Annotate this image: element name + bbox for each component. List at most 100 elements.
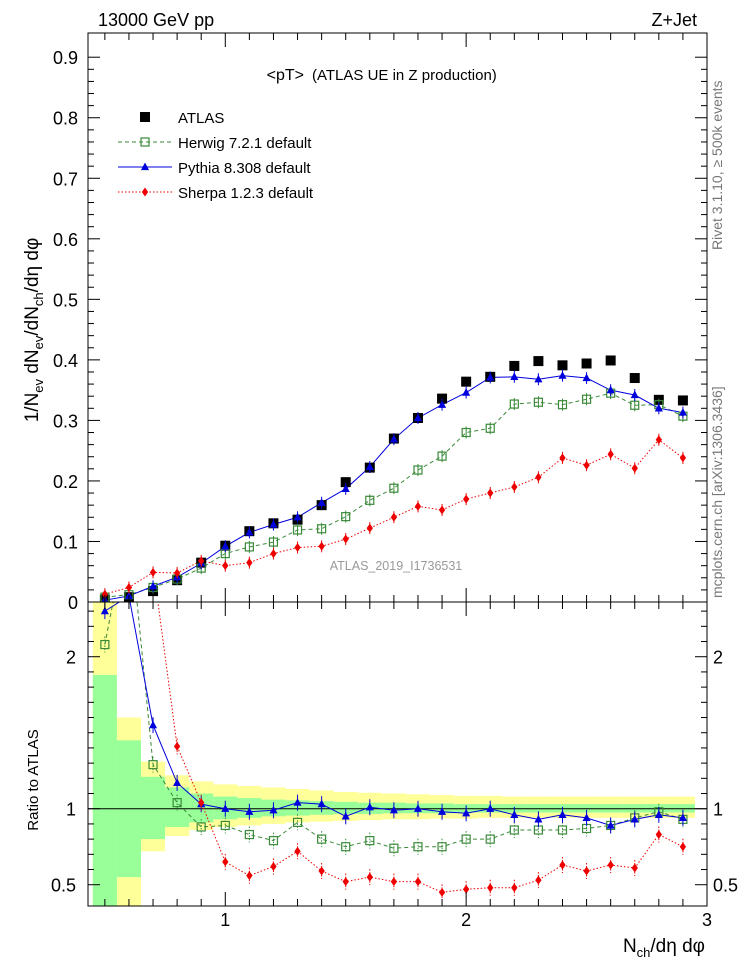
data-point	[485, 423, 495, 433]
data-point	[533, 397, 544, 407]
data-point	[581, 358, 592, 369]
data-point	[366, 523, 373, 533]
data-point	[557, 360, 568, 371]
ratio-point	[318, 866, 325, 876]
ratio-point	[245, 807, 254, 815]
ratio-xlabel: Nch/dη dφ	[623, 936, 705, 960]
y-tick-label: 0.4	[53, 351, 78, 371]
y-tick-label: 0	[68, 593, 78, 613]
ratio-point	[366, 872, 373, 882]
legend-label: Pythia 8.308 default	[178, 160, 311, 177]
ratio-point	[293, 798, 302, 806]
ratio-point	[196, 822, 206, 832]
ratio-point	[317, 799, 326, 808]
ratio-point	[389, 843, 399, 853]
legend-label: Sherpa 1.2.3 default	[178, 185, 314, 202]
ratio-point	[557, 825, 568, 835]
data-point	[462, 388, 471, 396]
ratio-x-tick-label: 2	[461, 910, 471, 930]
data-point	[607, 449, 614, 459]
ratio-point	[583, 866, 590, 876]
data-point	[437, 393, 448, 404]
data-point	[462, 494, 470, 504]
ratio-point	[100, 606, 109, 615]
data-point	[606, 385, 615, 394]
legend: ATLAS Herwig 7.2.1 default Pythia 8.308 de…	[118, 110, 314, 202]
data-point	[510, 372, 519, 380]
y-tick-label: 0.8	[53, 109, 78, 129]
data-point	[605, 355, 616, 366]
data-point	[438, 400, 447, 408]
ratio-point	[462, 884, 470, 894]
ratio-y-tick-label: 0.5	[51, 876, 76, 896]
data-point	[655, 435, 662, 445]
ratio-point	[631, 863, 638, 873]
legend-marker	[141, 187, 149, 197]
ratio-frame	[87, 601, 708, 907]
data-point	[317, 524, 327, 534]
data-point	[244, 542, 254, 552]
data-point	[461, 427, 471, 438]
data-point	[557, 400, 568, 410]
uncertainty-band-inner	[140, 776, 166, 840]
data-point	[341, 512, 351, 522]
y-tick-label: 0.3	[53, 411, 78, 431]
data-point	[173, 568, 181, 578]
ratio-point	[437, 842, 447, 852]
main-subtitle: (ATLAS UE in Z production)	[312, 67, 497, 84]
y-tick-label: 0.9	[53, 48, 78, 68]
ratio-point	[461, 834, 471, 844]
data-point	[269, 520, 278, 528]
data-point	[292, 525, 303, 535]
ratio-point	[438, 887, 446, 897]
main-title: <pT>	[267, 67, 304, 84]
data-point	[678, 408, 687, 416]
ratio-point	[102, 470, 108, 479]
uncertainty-band-inner	[333, 801, 358, 815]
ratio-point	[510, 810, 519, 818]
main-ylabel: 1/Nev dNev/dNch/dη dφ	[22, 238, 46, 423]
legend-label: ATLAS	[178, 110, 224, 127]
ratio-point	[125, 516, 133, 524]
legend-marker	[140, 162, 150, 171]
ratio-point	[365, 836, 375, 846]
ratio-point	[413, 804, 423, 812]
legend-marker	[140, 112, 150, 122]
data-point	[365, 462, 374, 471]
ratio-y-tick-label-right: 2	[713, 648, 723, 668]
data-point	[509, 399, 519, 409]
header-left: 13000 GeV pp	[98, 10, 214, 30]
data-point	[582, 373, 591, 382]
uncertainty-band-inner	[92, 674, 117, 906]
ratio-point	[100, 639, 110, 650]
data-point	[487, 488, 494, 498]
ratio-point	[148, 760, 158, 770]
ratio-point	[294, 846, 301, 856]
ratio-y-tick-label-right: 1	[713, 800, 723, 820]
ratio-point	[486, 804, 495, 812]
ratio-point	[462, 808, 471, 817]
ratio-y-tick-label: 1	[66, 800, 76, 820]
data-point	[198, 556, 205, 566]
data-point	[318, 541, 325, 551]
mcplots-label: mcplots.cern.ch [arXiv:1306.3436]	[709, 386, 725, 598]
y-tick-label: 0.6	[53, 230, 78, 250]
ratio-point	[413, 842, 423, 852]
ratio-point	[485, 834, 495, 844]
ratio-ylabel: Ratio to ATLAS	[25, 729, 42, 830]
rivet-label: Rivet 3.1.10, ≥ 500k events	[709, 80, 725, 250]
ratio-point	[341, 842, 351, 852]
ratio-point	[511, 883, 518, 893]
ratio-point	[172, 798, 182, 808]
data-point	[294, 543, 301, 553]
ratio-point	[221, 804, 230, 812]
ratio-point	[246, 871, 253, 881]
data-point	[389, 483, 399, 493]
data-point	[535, 472, 542, 482]
data-point	[317, 498, 326, 506]
data-point	[390, 512, 398, 522]
y-tick-label: 0.5	[53, 290, 78, 310]
header-right: Z+Jet	[651, 10, 697, 30]
ratio-point	[582, 813, 591, 821]
data-point	[534, 374, 543, 383]
